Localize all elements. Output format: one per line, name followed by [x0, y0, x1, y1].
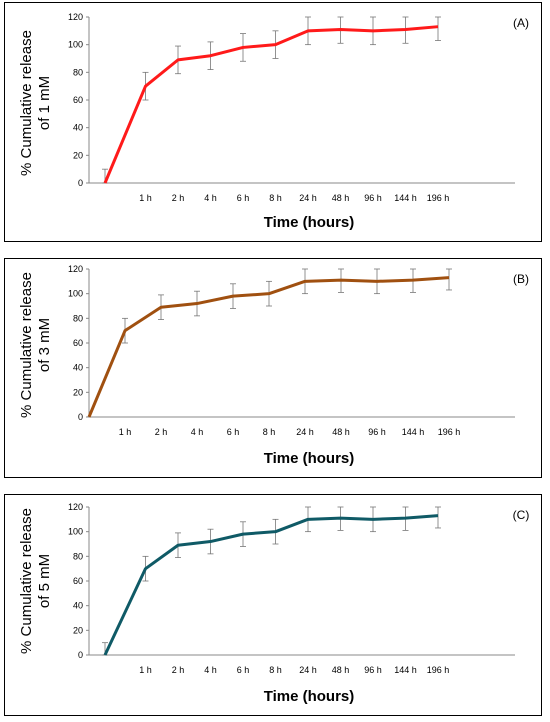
chart-b-ticks: 0 20 40 60 80 100 120 1 h 2 h 4 h 6 h 8 h 24 h 48 h 96… [68, 264, 460, 437]
chart-c-x-tick-label: 6 h [237, 665, 250, 675]
chart-c-x-tick-label: 196 h [427, 665, 450, 675]
chart-c-x-tick-label: 144 h [394, 665, 417, 675]
chart-b-series-line [87, 276, 450, 418]
chart-c-xlabel: Time (hours) [264, 688, 355, 705]
chart-b-x-tick-label: 144 h [402, 427, 425, 437]
chart-b-y-tick-label: 0 [78, 412, 83, 422]
chart-a-ylabel-line2: of 1 mM [36, 76, 53, 130]
chart-c-y-tick-label: 80 [73, 551, 83, 561]
chart-c-y-tick-label: 20 [73, 625, 83, 635]
chart-panel-b: 0 20 40 60 80 100 120 1 h 2 h 4 h 6 h 8 h 24 h 48 h 96… [4, 258, 542, 478]
chart-a-x-tick-label: 1 h [139, 193, 152, 203]
chart-b-y-tick-label: 40 [73, 363, 83, 373]
chart-a-x-tick-label: 4 h [204, 193, 217, 203]
chart-c-series-line [103, 514, 439, 656]
chart-c-x-tick-label: 24 h [299, 665, 317, 675]
chart-a-error-bars [102, 16, 441, 184]
chart-b-panel-label: (B) [513, 272, 529, 286]
chart-a-y-tick-label: 80 [73, 67, 83, 77]
chart-c-y-tick-label: 40 [73, 601, 83, 611]
chart-a-x-tick-label: 48 h [332, 193, 350, 203]
chart-a-ticks: 0 20 40 60 80 100 120 1 h 2 h 4 h 6 h 8 h 24 h 48 h 96… [68, 12, 449, 203]
chart-a-x-tick-label: 2 h [172, 193, 185, 203]
chart-a-series-line [103, 25, 439, 184]
chart-c-y-tick-label: 100 [68, 527, 83, 537]
chart-c-x-tick-label: 96 h [364, 665, 382, 675]
chart-b-x-tick-label: 1 h [119, 427, 132, 437]
chart-b-x-tick-label: 2 h [155, 427, 168, 437]
chart-b-x-tick-label: 24 h [296, 427, 314, 437]
chart-b-y-tick-label: 20 [73, 387, 83, 397]
chart-c-svg: 0 20 40 60 80 100 120 1 h 2 h 4 h 6 h 8 h 24 h 48 h 96… [18, 502, 530, 705]
chart-a-x-tick-label: 96 h [364, 193, 382, 203]
chart-a-panel-label: (A) [513, 16, 529, 30]
chart-b-x-tick-label: 8 h [263, 427, 276, 437]
chart-c-error-bars [102, 506, 441, 656]
chart-b-x-tick-label: 4 h [191, 427, 204, 437]
chart-a-x-tick-label: 24 h [299, 193, 317, 203]
chart-a-series [103, 25, 439, 184]
chart-c-y-tick-label: 0 [78, 650, 83, 660]
chart-b-xlabel: Time (hours) [264, 450, 355, 467]
chart-a-x-tick-label: 6 h [237, 193, 250, 203]
chart-b-x-tick-label: 6 h [227, 427, 240, 437]
chart-a-xlabel: Time (hours) [264, 214, 355, 231]
chart-c-y-tick-label: 120 [68, 502, 83, 512]
chart-c-panel-label: (C) [513, 508, 530, 522]
chart-c-y-tick-label: 60 [73, 576, 83, 586]
chart-panel-c: 0 20 40 60 80 100 120 1 h 2 h 4 h 6 h 8 h 24 h 48 h 96… [4, 494, 542, 716]
chart-a-x-tick-label: 196 h [427, 193, 450, 203]
chart-b-y-tick-label: 60 [73, 338, 83, 348]
chart-a-y-tick-label: 120 [68, 12, 83, 22]
chart-b-y-tick-label: 100 [68, 289, 83, 299]
chart-a-y-tick-label: 0 [78, 178, 83, 188]
chart-c-x-tick-label: 48 h [332, 665, 350, 675]
chart-b-x-tick-label: 96 h [368, 427, 386, 437]
chart-c-x-tick-label: 1 h [139, 665, 152, 675]
chart-a-y-tick-label: 100 [68, 40, 83, 50]
chart-b-svg: 0 20 40 60 80 100 120 1 h 2 h 4 h 6 h 8 h 24 h 48 h 96… [18, 264, 529, 467]
chart-c-ylabel-line1: % Cumulative release [18, 508, 35, 654]
chart-b-ylabel-line2: of 3 mM [36, 318, 53, 372]
chart-c-x-tick-label: 2 h [172, 665, 185, 675]
chart-a-x-tick-label: 144 h [394, 193, 417, 203]
chart-c-ylabel-line2: of 5 mM [36, 554, 53, 608]
chart-b-x-tick-label: 48 h [332, 427, 350, 437]
chart-b-ylabel-line1: % Cumulative release [18, 272, 35, 418]
chart-c-series [103, 514, 439, 656]
chart-a-y-tick-label: 60 [73, 95, 83, 105]
chart-b-y-tick-label: 120 [68, 264, 83, 274]
chart-a-x-tick-label: 8 h [269, 193, 282, 203]
chart-c-x-tick-label: 8 h [269, 665, 282, 675]
chart-c-axes [88, 507, 515, 656]
chart-b-series [87, 276, 450, 418]
chart-c-ticks: 0 20 40 60 80 100 120 1 h 2 h 4 h 6 h 8 h 24 h 48 h 96… [68, 502, 449, 675]
chart-b-y-tick-label: 80 [73, 313, 83, 323]
chart-panel-a: 0 20 40 60 80 100 120 1 h 2 h 4 h 6 h 8 h 24 h 48 h 96… [4, 2, 542, 242]
chart-a-y-tick-label: 40 [73, 123, 83, 133]
chart-b-axes [88, 269, 515, 418]
chart-a-axes [88, 17, 515, 184]
chart-a-svg: 0 20 40 60 80 100 120 1 h 2 h 4 h 6 h 8 h 24 h 48 h 96… [18, 12, 529, 231]
chart-b-x-tick-label: 196 h [438, 427, 461, 437]
chart-c-x-tick-label: 4 h [204, 665, 217, 675]
chart-a-y-tick-label: 20 [73, 150, 83, 160]
chart-a-ylabel-line1: % Cumulative release [18, 30, 35, 176]
